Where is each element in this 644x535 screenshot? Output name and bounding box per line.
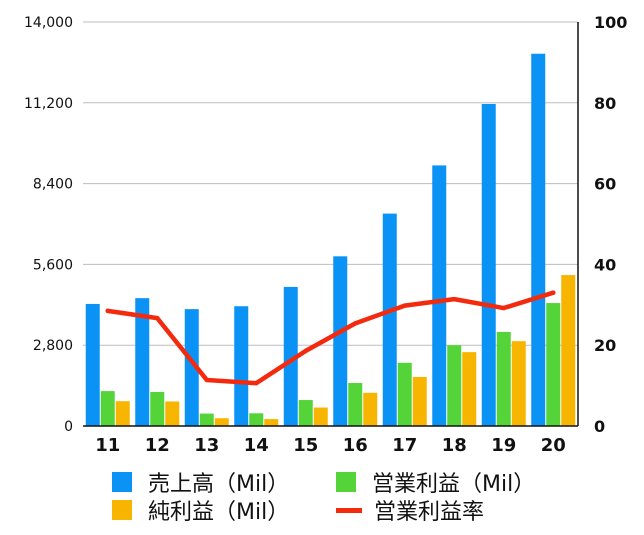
bar-sales [234, 306, 249, 426]
y-left-tick-label: 11,200 [24, 96, 73, 112]
x-tick-label: 12 [145, 435, 170, 456]
bar-operating-profit [199, 413, 214, 426]
legend-label-sales: 売上高（Mil） [148, 472, 290, 497]
legend-label-net-profit: 純利益（Mil） [148, 500, 290, 525]
y-left-tick-label: 2,800 [33, 338, 73, 354]
axes [83, 22, 579, 427]
chart-legend: 売上高（Mil） 営業利益（Mil） 純利益（Mil） 営業利益率 [112, 466, 612, 526]
bar-net-profit [165, 401, 180, 426]
point-operating-margin [254, 380, 259, 386]
point-operating-margin [551, 290, 556, 295]
bar-net-profit [561, 275, 576, 426]
legend-label-operating-margin: 営業利益率 [374, 500, 485, 525]
y-left-tick-label: 14,000 [24, 15, 73, 31]
bar-sales [432, 165, 447, 427]
bar-sales [283, 286, 298, 426]
legend-swatch-operating-margin [336, 507, 362, 513]
legend-item-operating-profit: 営業利益（Mil） [336, 466, 535, 498]
x-tick-label: 15 [293, 435, 318, 456]
legend-label-operating-profit: 営業利益（Mil） [372, 472, 536, 497]
y-right-tick-label: 20 [594, 336, 616, 355]
legend-item-operating-margin: 営業利益率 [336, 494, 484, 526]
legend-item-sales: 売上高（Mil） [112, 466, 289, 498]
bar-sales [184, 309, 199, 426]
x-tick-label: 16 [343, 435, 368, 456]
bar-sales [135, 298, 150, 426]
bar-operating-profit [496, 331, 511, 426]
x-tick-label: 20 [541, 435, 566, 456]
bar-operating-profit [298, 400, 313, 426]
y-right-tick-label: 40 [594, 255, 616, 274]
y-right-tick-label: 80 [594, 94, 616, 113]
x-tick-label: 17 [392, 435, 417, 456]
bar-sales [382, 213, 397, 426]
point-operating-margin [105, 308, 110, 314]
bar-sales [85, 303, 100, 426]
bar-net-profit [214, 418, 229, 426]
bar-net-profit [115, 401, 130, 426]
point-operating-margin [452, 296, 457, 302]
line-operating-margin [105, 290, 556, 386]
legend-swatch-net-profit [112, 500, 132, 520]
x-tick-label: 13 [194, 435, 219, 456]
bar-operating-profit [397, 362, 412, 426]
bar-sales [531, 53, 546, 426]
y-left-tick-label: 8,400 [33, 177, 73, 193]
tick-labels: 0 2,800 5,600 8,400 11,200 14,000 0 20 40 60 80 100… [24, 13, 627, 456]
point-operating-margin [501, 305, 506, 311]
y-left-tick-label: 0 [64, 419, 73, 435]
x-tick-label: 19 [491, 435, 516, 456]
bar-operating-profit [100, 391, 115, 426]
bar-sales [333, 256, 348, 426]
bar-operating-profit [447, 345, 462, 426]
point-operating-margin [155, 315, 160, 321]
y-right-tick-label: 100 [594, 13, 627, 32]
bar-net-profit [412, 376, 427, 426]
point-operating-margin [353, 321, 358, 326]
y-right-tick-label: 60 [594, 175, 616, 194]
legend-item-net-profit: 純利益（Mil） [112, 494, 289, 526]
x-tick-label: 18 [442, 435, 467, 456]
bar-net-profit [313, 407, 328, 426]
bar-net-profit [511, 341, 526, 426]
bar-net-profit [264, 419, 279, 426]
bar-net-profit [363, 392, 378, 426]
bar-operating-profit [249, 413, 264, 426]
legend-swatch-sales [112, 472, 132, 492]
x-tick-label: 14 [244, 435, 269, 456]
point-operating-margin [402, 303, 407, 308]
y-right-tick-label: 0 [594, 417, 605, 436]
bar-operating-profit [150, 391, 165, 426]
point-operating-margin [303, 348, 308, 354]
bar-operating-profit [546, 303, 561, 426]
x-tick-label: 11 [95, 435, 120, 456]
legend-swatch-operating-profit [336, 472, 356, 492]
gridlines [83, 21, 578, 346]
bar-series [85, 53, 576, 427]
point-operating-margin [204, 377, 209, 383]
bar-sales [481, 103, 496, 426]
bar-net-profit [462, 352, 477, 426]
line-series [105, 290, 556, 386]
y-left-tick-label: 5,600 [33, 257, 73, 273]
bar-operating-profit [348, 383, 363, 426]
